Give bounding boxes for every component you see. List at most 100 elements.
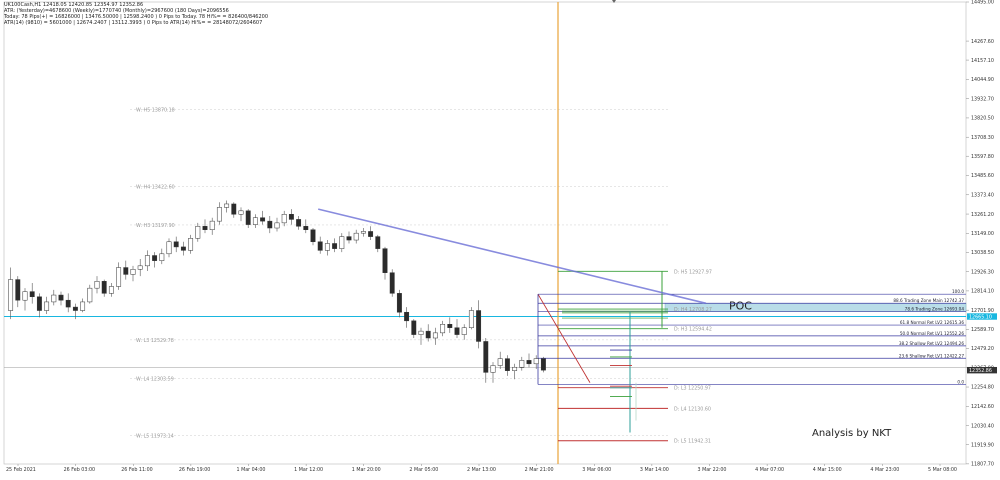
candle-body <box>404 311 410 322</box>
y-tick-label: 14495.00 <box>971 0 994 6</box>
x-tick-label: 2 Mar 05:00 <box>409 467 438 473</box>
candle-body <box>245 210 251 225</box>
daily-level-label: D: L5 11942.31 <box>674 439 711 445</box>
candle-body <box>130 269 136 275</box>
candle-body <box>238 210 244 215</box>
y-tick-label: 14157.10 <box>971 58 994 64</box>
y-tick-label: 13820.50 <box>971 116 994 122</box>
plot-frame <box>3 1 967 465</box>
symbol-info: UK100Cash,H1 12418.05 12420.85 12354.97 … <box>4 2 144 8</box>
x-tick-label: 2 Mar 13:00 <box>467 467 496 473</box>
candle-body <box>447 324 453 328</box>
candle-body <box>224 203 230 208</box>
green-zone-bar <box>562 317 668 319</box>
y-tick-label: 12030.40 <box>971 423 994 429</box>
candle-body <box>44 301 50 311</box>
candle-body <box>116 267 122 287</box>
candle-body <box>425 330 431 339</box>
x-tick-label: 4 Mar 15:00 <box>813 467 842 473</box>
candle-body <box>504 358 510 371</box>
current-price-tag-bg <box>967 366 997 374</box>
cyan-price-tag: 12665.10 <box>969 314 992 320</box>
y-tick-label: 12589.70 <box>971 327 994 333</box>
candle-body <box>281 214 287 224</box>
x-tick-label: 1 Mar 20:00 <box>352 467 381 473</box>
today-info: Today: 78 Pips(+) = 16826000 | 13476.500… <box>4 14 269 20</box>
poc-label: POC <box>729 300 752 313</box>
cyan-price-tag-bg <box>967 313 997 320</box>
candle-body <box>396 293 402 313</box>
y-tick-label: 13038.50 <box>971 250 994 256</box>
pivot-level-label: W: H4 13422.60 <box>136 184 175 190</box>
candle-body <box>339 236 345 249</box>
fib-level-label: 78.6 Trading Zone 12693.04 <box>905 307 965 312</box>
x-tick-label: 2 Mar 21:00 <box>525 467 554 473</box>
watermark-text: Analysis by NKT <box>812 428 892 439</box>
y-tick-label: 11807.70 <box>971 462 994 468</box>
y-tick-label: 12701.90 <box>971 308 994 314</box>
candle-body <box>22 291 28 301</box>
candle-body <box>353 232 359 241</box>
candle-body <box>454 327 460 335</box>
candle-body <box>94 281 100 289</box>
x-tick-label: 25 Feb 2021 <box>6 467 36 473</box>
green-zone-bar <box>562 310 668 314</box>
daily-level-label: D: H3 12594.42 <box>674 327 712 333</box>
candle-body <box>51 294 57 303</box>
candle-body <box>476 310 482 342</box>
candle-body <box>159 253 165 261</box>
atr-indicator-info: ATR(14) (9810) = 5601000 | 12674.2407 | … <box>4 20 263 26</box>
y-tick-label: 13485.60 <box>971 173 994 179</box>
candle-body <box>324 243 330 251</box>
pivot-level-label: W: L5 11973.14 <box>136 433 174 439</box>
x-tick-label: 4 Mar 07:00 <box>755 467 784 473</box>
candle-body <box>346 236 352 241</box>
candle-body <box>202 226 208 230</box>
candle-body <box>497 358 503 366</box>
candle-body <box>540 358 546 371</box>
candle-body <box>267 220 273 229</box>
x-tick-label: 1 Mar 12:00 <box>294 467 323 473</box>
candle-body <box>303 226 309 230</box>
candle-body <box>231 203 237 215</box>
x-tick-label: 3 Mar 22:00 <box>698 467 727 473</box>
red-diagonal-line <box>537 293 591 383</box>
candle-body <box>389 272 395 294</box>
candle-body <box>317 241 323 251</box>
candle-body <box>468 310 474 328</box>
y-tick-label: 13373.40 <box>971 192 994 198</box>
pivot-level-label: W: L3 12529.78 <box>136 338 174 344</box>
candle-body <box>80 301 86 311</box>
candle-body <box>216 207 222 222</box>
candle-body <box>368 231 374 237</box>
candle-body <box>533 358 539 365</box>
candle-body <box>101 281 107 294</box>
candle-body <box>418 330 424 335</box>
x-tick-label: 26 Feb 03:00 <box>64 467 95 473</box>
y-tick-label: 12142.60 <box>971 404 994 410</box>
candle-body <box>166 241 172 255</box>
daily-level-label: D: L4 12130.60 <box>674 406 711 412</box>
candle-body <box>137 265 143 270</box>
candle-body <box>288 214 294 220</box>
y-tick-label: 11919.90 <box>971 442 994 448</box>
y-tick-label: 12814.10 <box>971 289 994 295</box>
x-tick-label: 26 Feb 11:00 <box>121 467 152 473</box>
current-price-tag: 12352.86 <box>969 368 992 374</box>
candle-body <box>144 255 150 267</box>
candle-body <box>65 299 71 308</box>
candle-body <box>8 279 14 311</box>
daily-level-label: D: H4 12708.27 <box>674 307 712 313</box>
candle-body <box>296 219 302 227</box>
daily-level-label: D: L3 12250.97 <box>674 386 711 392</box>
candle-body <box>29 291 35 298</box>
fib-level-label: 100.0 <box>952 289 964 294</box>
y-tick-label: 14044.90 <box>971 77 994 83</box>
candle-body <box>15 279 21 301</box>
x-tick-label: 26 Feb 19:00 <box>179 467 210 473</box>
candle-body <box>519 360 525 368</box>
candle-body <box>72 306 78 311</box>
candle-body <box>332 243 338 249</box>
